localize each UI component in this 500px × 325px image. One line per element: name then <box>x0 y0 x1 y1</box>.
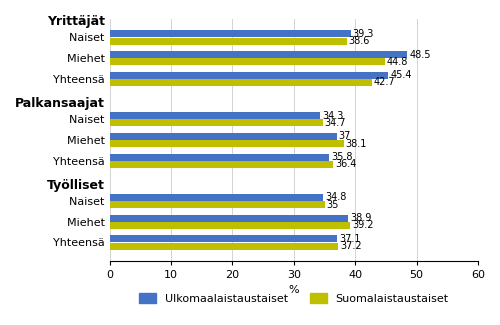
Text: 37: 37 <box>338 131 351 141</box>
Bar <box>110 222 350 229</box>
Bar <box>110 140 344 147</box>
Bar <box>110 201 324 208</box>
Bar <box>110 194 324 201</box>
Text: 37.1: 37.1 <box>340 234 361 244</box>
Text: 35: 35 <box>326 200 339 210</box>
Text: 38.1: 38.1 <box>346 138 367 149</box>
Bar <box>110 161 333 168</box>
Text: 34.3: 34.3 <box>322 111 344 121</box>
Text: 35.8: 35.8 <box>332 152 353 162</box>
Text: 34.7: 34.7 <box>324 118 346 128</box>
Text: 39.2: 39.2 <box>352 220 374 230</box>
Bar <box>110 154 330 161</box>
Text: 34.8: 34.8 <box>325 192 346 202</box>
Bar <box>110 30 351 37</box>
Text: 36.4: 36.4 <box>335 159 356 169</box>
X-axis label: %: % <box>288 285 299 295</box>
Text: 45.4: 45.4 <box>390 70 411 80</box>
Bar <box>110 58 384 65</box>
Bar <box>110 214 348 222</box>
Text: 37.2: 37.2 <box>340 241 361 251</box>
Text: 39.3: 39.3 <box>353 29 374 39</box>
Bar <box>110 51 408 58</box>
Bar <box>110 79 372 86</box>
Legend: Ulkomaalaistaustaiset, Suomalaistaustaiset: Ulkomaalaistaustaiset, Suomalaistaustais… <box>134 288 453 308</box>
Text: 38.6: 38.6 <box>348 36 370 46</box>
Bar <box>110 37 346 45</box>
Text: 48.5: 48.5 <box>410 49 431 59</box>
Bar <box>110 119 322 126</box>
Bar <box>110 112 320 119</box>
Text: 42.7: 42.7 <box>374 77 396 87</box>
Text: 44.8: 44.8 <box>386 57 408 67</box>
Bar <box>110 72 388 79</box>
Bar <box>110 133 337 140</box>
Text: 38.9: 38.9 <box>350 213 372 223</box>
Bar <box>110 242 338 250</box>
Bar <box>110 235 338 242</box>
